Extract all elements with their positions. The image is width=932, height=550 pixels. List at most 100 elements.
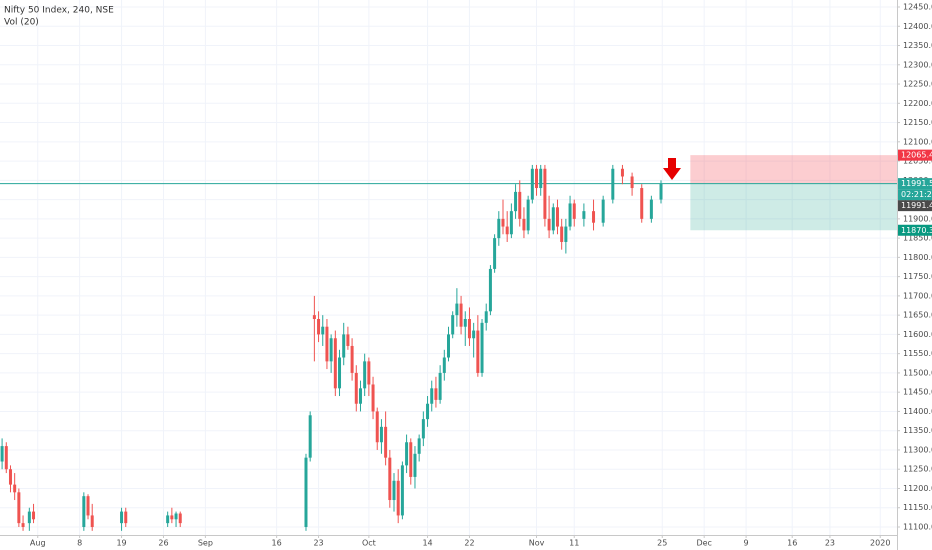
y-tick-label: 12400.00 <box>903 22 932 31</box>
candle-body <box>555 207 559 227</box>
candle-body <box>321 326 325 335</box>
candle-body <box>304 457 308 527</box>
candle-body <box>611 168 615 200</box>
candle-body <box>363 361 367 389</box>
candle-body <box>170 515 174 520</box>
y-tick-label: 12200.00 <box>903 99 932 108</box>
candle-body <box>82 496 86 527</box>
candle-body <box>459 303 463 327</box>
price-label-bg <box>898 224 932 236</box>
y-tick-label: 12050.00 <box>903 157 932 166</box>
candle-body <box>455 303 459 316</box>
candle-body <box>514 191 518 212</box>
candle-body <box>388 457 392 501</box>
candle-body <box>430 388 434 404</box>
candle-body <box>396 480 400 516</box>
candle-body <box>375 411 379 443</box>
price-label: 11870.38 <box>901 226 932 235</box>
y-tick-label: 11550.00 <box>903 349 932 358</box>
candle-body <box>350 345 354 373</box>
y-tick-label: 11500.00 <box>903 368 932 377</box>
x-tick-label: 16 <box>787 539 797 548</box>
candle-body <box>560 226 564 242</box>
x-tick-label: 11 <box>569 539 579 548</box>
x-tick-label: 25 <box>657 539 667 548</box>
candle-body <box>564 226 568 242</box>
candle-body <box>27 511 31 524</box>
candle-body <box>543 168 547 219</box>
candle-body <box>392 480 396 501</box>
candle-body <box>174 513 178 520</box>
candle-body <box>21 523 25 527</box>
candle-body <box>413 453 417 477</box>
candle-body <box>497 218 501 239</box>
y-tick-label: 11700.00 <box>903 291 932 300</box>
candle-body <box>178 513 182 524</box>
price-label-bg <box>898 200 932 212</box>
y-tick-label: 12250.00 <box>903 80 932 89</box>
candle-body <box>417 438 421 454</box>
candle-body <box>120 511 124 524</box>
candle-body <box>476 330 480 373</box>
candle-body <box>442 357 446 373</box>
candle-body <box>630 176 634 189</box>
y-tick-label: 11100.00 <box>903 522 932 531</box>
candle-body <box>447 334 450 358</box>
y-tick-label: 11800.00 <box>903 253 932 262</box>
candle-body <box>601 199 605 223</box>
y-tick-label: 11200.00 <box>903 484 932 493</box>
y-tick-label: 11600.00 <box>903 330 932 339</box>
x-tick-label: Nov <box>529 539 545 548</box>
y-tick-label: 11150.00 <box>903 503 932 512</box>
candle-body <box>518 191 522 219</box>
candle-body <box>640 188 644 219</box>
y-tick-label: 12350.00 <box>903 41 932 50</box>
candle-body <box>0 446 4 462</box>
y-tick-label: 11650.00 <box>903 311 932 320</box>
candle-body <box>582 211 586 219</box>
y-tick-label: 11400.00 <box>903 407 932 416</box>
x-tick-label: 26 <box>158 539 168 548</box>
candle-body <box>317 318 321 335</box>
candle-body <box>333 338 337 389</box>
x-tick-label: Dec <box>696 539 711 548</box>
y-tick-label: 12150.00 <box>903 118 932 127</box>
candle-body <box>379 426 383 443</box>
y-tick-label: 11250.00 <box>903 465 932 474</box>
candle-body <box>568 203 572 227</box>
candle-body <box>547 218 551 231</box>
candle-body <box>509 211 513 235</box>
price-label-bg <box>898 149 932 161</box>
candle-body <box>17 492 21 524</box>
candle-body <box>8 469 12 485</box>
price-label: 11991.50 <box>901 179 932 188</box>
y-tick-label: 11750.00 <box>903 272 932 281</box>
candle-body <box>124 511 128 524</box>
y-tick-label: 11900.00 <box>903 214 932 223</box>
candle-body <box>371 384 375 412</box>
candle-body <box>32 511 36 520</box>
candle-body <box>493 238 497 269</box>
x-tick-label: 19 <box>116 539 126 548</box>
y-tick-label: 11450.00 <box>903 388 932 397</box>
candle-body <box>620 168 624 177</box>
candle-body <box>367 361 371 385</box>
candle-body <box>325 326 329 362</box>
candle-body <box>86 496 90 516</box>
candle-body <box>342 334 346 358</box>
axes: 11100.00 11150.00 11200.00 11250.00 11300.00… <box>30 3 932 548</box>
y-tick-label: 11350.00 <box>903 426 932 435</box>
candle-body <box>501 218 505 227</box>
candle-body <box>338 357 342 389</box>
candle-body <box>13 484 17 493</box>
x-tick-label: 14 <box>422 539 432 548</box>
candle-body <box>421 419 425 439</box>
candle-body <box>354 372 358 404</box>
target-zone <box>690 183 897 231</box>
candle-body <box>308 415 312 458</box>
x-tick-label: Oct <box>362 539 376 548</box>
candle-body <box>405 442 409 466</box>
stop-zone <box>690 155 897 184</box>
